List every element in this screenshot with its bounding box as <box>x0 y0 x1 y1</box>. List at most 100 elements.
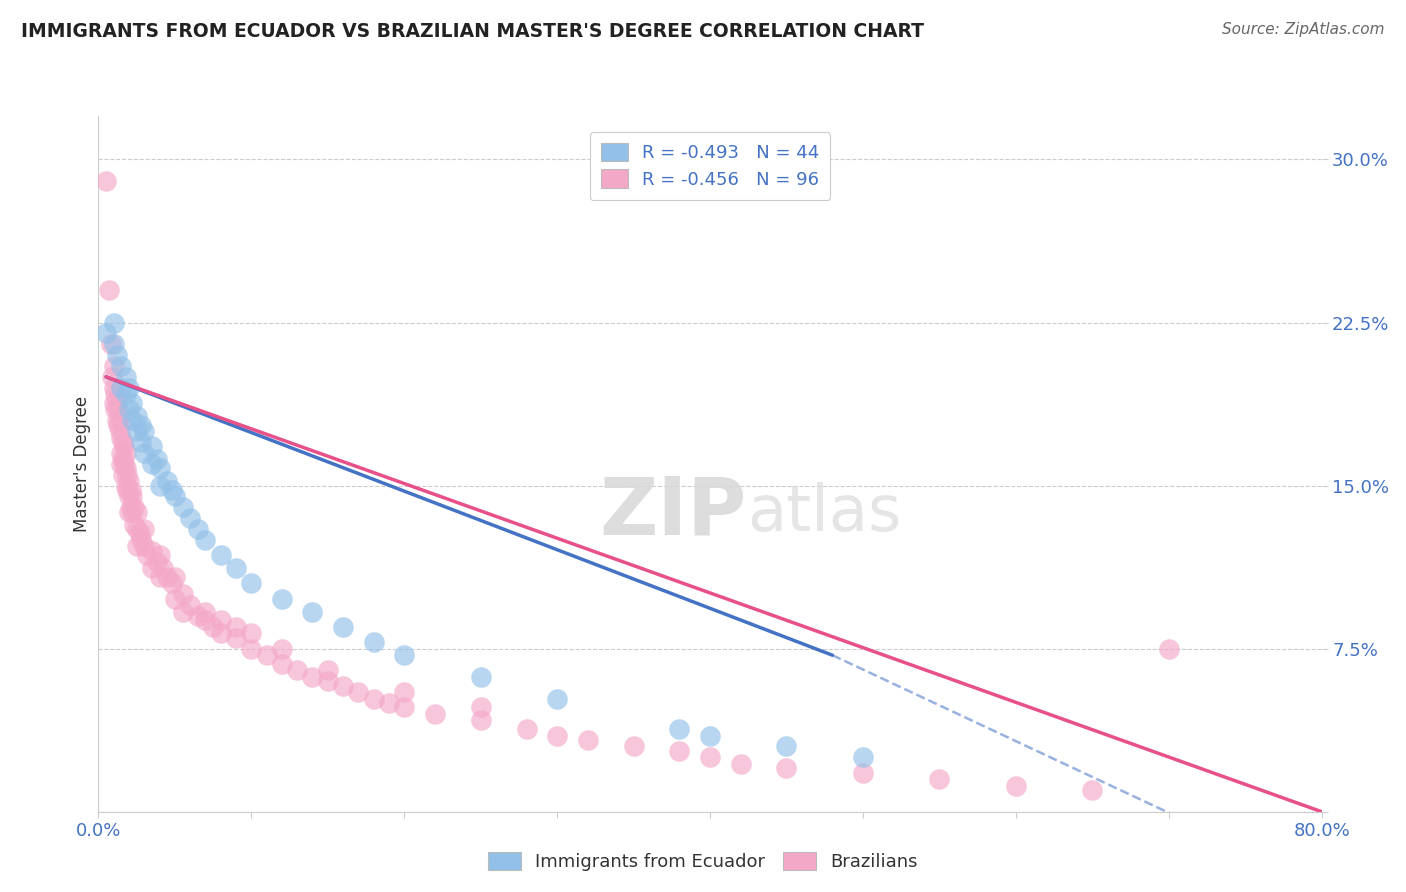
Point <box>240 576 263 591</box>
Text: atlas: atlas <box>747 482 901 543</box>
Point <box>187 609 209 624</box>
Point <box>125 409 148 423</box>
Point <box>115 446 138 460</box>
Point <box>1004 779 1026 793</box>
Point <box>363 635 385 649</box>
Point <box>270 641 292 656</box>
Point <box>108 424 131 438</box>
Point <box>110 431 132 445</box>
Point <box>730 756 752 771</box>
Point <box>117 467 139 482</box>
Point <box>115 369 138 384</box>
Point <box>156 570 179 584</box>
Point <box>122 500 145 515</box>
Point <box>112 457 135 471</box>
Point <box>98 283 121 297</box>
Point <box>546 691 568 706</box>
Point <box>141 544 163 558</box>
Point <box>160 483 183 497</box>
Point <box>301 605 323 619</box>
Point <box>546 729 568 743</box>
Point <box>270 591 292 606</box>
Point <box>209 626 232 640</box>
Point <box>100 337 122 351</box>
Point <box>118 490 141 504</box>
Point <box>110 359 132 373</box>
Point <box>103 316 125 330</box>
Point <box>225 620 247 634</box>
Point <box>163 490 186 504</box>
Point <box>149 570 172 584</box>
Point <box>699 729 721 743</box>
Text: IMMIGRANTS FROM ECUADOR VS BRAZILIAN MASTER'S DEGREE CORRELATION CHART: IMMIGRANTS FROM ECUADOR VS BRAZILIAN MAS… <box>21 22 924 41</box>
Point <box>285 664 308 678</box>
Point <box>668 722 690 736</box>
Point <box>125 424 148 438</box>
Point <box>107 417 129 432</box>
Point <box>149 461 172 475</box>
Point <box>470 714 492 728</box>
Point <box>332 679 354 693</box>
Point <box>118 402 141 417</box>
Point <box>122 517 145 532</box>
Point <box>129 417 152 432</box>
Point <box>775 761 797 775</box>
Point <box>699 750 721 764</box>
Text: ZIP: ZIP <box>599 474 747 551</box>
Point <box>668 744 690 758</box>
Point <box>111 435 134 450</box>
Point <box>187 522 209 536</box>
Point <box>156 475 179 489</box>
Point <box>378 696 401 710</box>
Point <box>134 522 156 536</box>
Point <box>121 413 143 427</box>
Point <box>423 706 446 721</box>
Point <box>94 326 117 341</box>
Point <box>1081 783 1104 797</box>
Point <box>120 500 142 515</box>
Point <box>120 483 142 497</box>
Point <box>928 772 950 786</box>
Point <box>134 446 156 460</box>
Point <box>107 402 129 417</box>
Point <box>145 452 167 467</box>
Point <box>115 461 138 475</box>
Point <box>141 457 163 471</box>
Point <box>209 548 232 562</box>
Point <box>103 359 125 373</box>
Point <box>121 396 143 410</box>
Point <box>103 337 125 351</box>
Point <box>112 440 135 454</box>
Point <box>94 174 117 188</box>
Point <box>347 685 370 699</box>
Point <box>110 381 132 395</box>
Point <box>179 511 201 525</box>
Point <box>103 396 125 410</box>
Point <box>125 522 148 536</box>
Point <box>104 387 127 401</box>
Point <box>623 739 645 754</box>
Point <box>363 691 385 706</box>
Point <box>125 540 148 554</box>
Point <box>111 452 134 467</box>
Point <box>160 576 183 591</box>
Point <box>110 446 132 460</box>
Point <box>145 555 167 569</box>
Point <box>111 467 134 482</box>
Point <box>129 435 152 450</box>
Point <box>134 540 156 554</box>
Legend: Immigrants from Ecuador, Brazilians: Immigrants from Ecuador, Brazilians <box>481 846 925 879</box>
Point <box>128 526 150 541</box>
Point <box>209 614 232 628</box>
Point <box>470 700 492 714</box>
Point <box>392 648 416 662</box>
Point <box>194 533 217 547</box>
Point <box>163 570 186 584</box>
Point <box>194 605 217 619</box>
Point <box>576 733 599 747</box>
Point <box>134 424 156 438</box>
Point <box>256 648 278 662</box>
Point <box>172 605 194 619</box>
Point <box>110 413 132 427</box>
Point <box>1157 641 1180 656</box>
